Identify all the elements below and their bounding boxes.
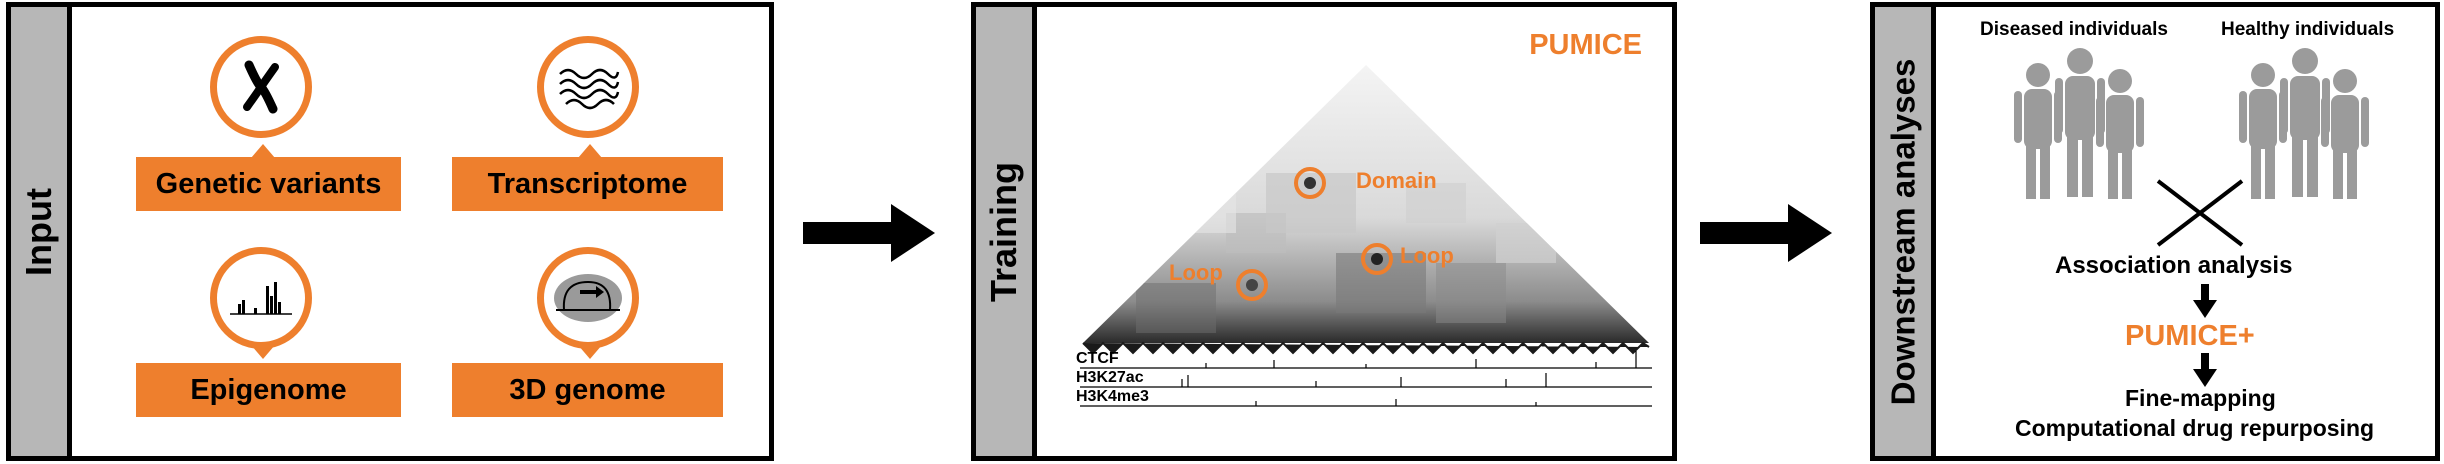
arrow-down-icon (2193, 284, 2217, 318)
transcriptome-box: Transcriptome (452, 157, 723, 211)
downstream-side-bar: Downstream analyses (1875, 7, 1936, 456)
diseased-label: Diseased individuals (1980, 19, 2168, 40)
loop-right-marker (1361, 243, 1393, 275)
heatmap-diagonal-edge (1082, 341, 1650, 355)
genetic-variants-box: Genetic variants (136, 157, 401, 211)
arrow-right-icon (803, 204, 935, 262)
3d-genome-box: 3D genome (452, 363, 723, 417)
hic-heatmap (1080, 65, 1652, 407)
loop-right-label: Loop (1400, 243, 1454, 268)
epigenome-label: Epigenome (190, 373, 347, 406)
healthy-label: Healthy individuals (2221, 19, 2395, 40)
epigenome-box: Epigenome (136, 363, 401, 417)
track-label-h3k27ac: H3K27ac (1076, 369, 1144, 386)
pointer (251, 144, 275, 158)
healthy-people-icon (2239, 48, 2369, 199)
domain-marker (1294, 167, 1326, 199)
fine-mapping-label: Fine-mapping (2125, 385, 2276, 411)
loop-left-marker (1236, 269, 1268, 301)
downstream-panel: Downstream analyses Diseased individuals… (1870, 2, 2440, 461)
arrow-down-icon (2193, 353, 2217, 387)
training-side-bar: Training (976, 7, 1037, 456)
3d-genome-label: 3D genome (509, 373, 666, 406)
rna-waves-icon (537, 36, 639, 138)
input-panel: Input Genetic variants Transcriptome Epi… (6, 2, 774, 461)
pointer (578, 144, 602, 158)
training-panel: Training PUMICE (971, 2, 1677, 461)
genetic-variants-label: Genetic variants (155, 167, 382, 200)
peaks-icon (210, 247, 312, 349)
chromosome-icon (210, 36, 312, 138)
track-label-ctcf: CTCF (1076, 350, 1119, 367)
pumice-title: PUMICE (1529, 29, 1642, 61)
drug-repurposing-label: Computational drug repurposing (2015, 415, 2375, 441)
input-side-bar: Input (11, 7, 72, 456)
downstream-side-label: Downstream analyses (1884, 58, 1922, 405)
epigenomic-tracks (1080, 351, 1652, 407)
diseased-people-icon (2014, 48, 2144, 199)
input-side-label: Input (18, 187, 59, 276)
cross-icon (2156, 179, 2244, 247)
pumice-plus-label: PUMICE+ (2125, 320, 2255, 352)
arrow-right-icon (1700, 204, 1832, 262)
association-analysis-label: Association analysis (2055, 252, 2293, 279)
chromatin-loop-icon (537, 247, 639, 349)
loop-left-label: Loop (1169, 260, 1223, 285)
track-label-h3k4me3: H3K4me3 (1076, 388, 1149, 405)
domain-label: Domain (1356, 168, 1437, 193)
training-side-label: Training (983, 161, 1025, 302)
transcriptome-label: Transcriptome (487, 167, 688, 200)
